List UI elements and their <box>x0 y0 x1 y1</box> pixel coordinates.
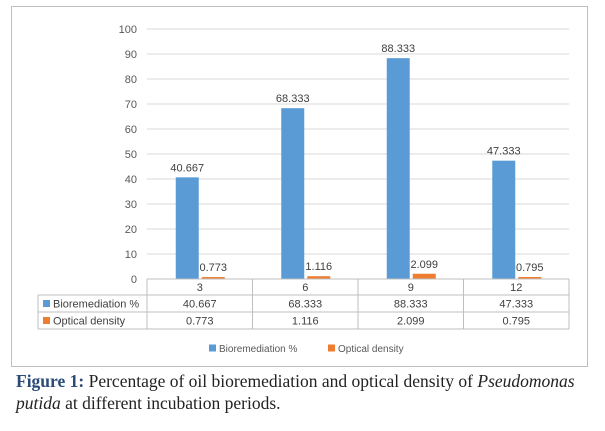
table-cell-value: 47.333 <box>499 299 533 311</box>
bar-optical-density <box>412 273 436 279</box>
data-label-bioremediation: 68.333 <box>276 93 310 105</box>
y-tick-label: 50 <box>125 149 137 161</box>
bar-bioremediation <box>492 160 516 279</box>
figure-caption: Figure 1: Percentage of oil bioremediati… <box>16 370 596 414</box>
data-label-optical-density: 1.116 <box>305 261 332 273</box>
y-tick-label: 10 <box>125 249 137 261</box>
y-tick-label: 30 <box>125 199 137 211</box>
y-tick-label: 100 <box>119 24 137 36</box>
caption-species: Pseudomonas putida <box>16 371 575 413</box>
bar-bioremediation <box>386 58 410 280</box>
table-cell-value: 40.667 <box>183 299 217 311</box>
table-cell-value: 0.795 <box>502 316 530 328</box>
legend-swatch <box>209 344 216 352</box>
bar-optical-density <box>518 277 542 279</box>
table-cell-value: 88.333 <box>394 299 428 311</box>
x-category-label: 12 <box>510 282 522 294</box>
data-label-bioremediation: 40.667 <box>170 162 204 174</box>
data-label-optical-density: 0.773 <box>199 262 227 274</box>
y-tick-label: 0 <box>131 274 137 286</box>
bar-bioremediation <box>281 108 305 279</box>
table-legend-key <box>43 317 50 324</box>
table-cell-value: 68.333 <box>288 299 322 311</box>
bar-optical-density <box>307 276 331 279</box>
legend-label: Bioremediation % <box>219 344 297 355</box>
caption-text-before: Percentage of oil bioremediation and opt… <box>84 371 478 391</box>
data-label-optical-density: 2.099 <box>410 259 438 271</box>
bar-bioremediation <box>175 177 199 279</box>
table-cell-value: 1.116 <box>292 316 319 328</box>
bar-optical-density <box>201 277 225 279</box>
x-category-label: 9 <box>408 282 414 294</box>
legend-label: Optical density <box>338 344 404 355</box>
chart-frame: 0 10 20 30 40 50 60 70 80 90 100 40.667 0.773 68.333 1… <box>11 6 588 367</box>
legend-swatch <box>328 344 335 352</box>
table-legend-key <box>43 300 50 307</box>
table-cell-value: 2.099 <box>397 316 425 328</box>
y-tick-label: 90 <box>125 49 137 61</box>
table-cell-value: 0.773 <box>186 316 214 328</box>
y-tick-label: 80 <box>125 74 137 86</box>
caption-label: Figure 1: <box>16 371 85 391</box>
data-label-bioremediation: 88.333 <box>381 43 415 55</box>
caption-text-after: at different incubation periods. <box>60 393 281 413</box>
x-category-label: 3 <box>197 282 203 294</box>
y-tick-label: 40 <box>125 174 137 186</box>
table-series-name: Bioremediation % <box>53 299 139 311</box>
data-label-bioremediation: 47.333 <box>487 146 521 158</box>
data-label-optical-density: 0.795 <box>516 262 544 274</box>
x-category-label: 6 <box>302 282 308 294</box>
y-tick-label: 20 <box>125 224 137 236</box>
chart-svg: 0 10 20 30 40 50 60 70 80 90 100 40.667 0.773 68.333 1… <box>37 24 570 355</box>
y-tick-label: 70 <box>125 99 137 111</box>
y-tick-label: 60 <box>125 124 137 136</box>
table-series-name: Optical density <box>53 316 126 328</box>
